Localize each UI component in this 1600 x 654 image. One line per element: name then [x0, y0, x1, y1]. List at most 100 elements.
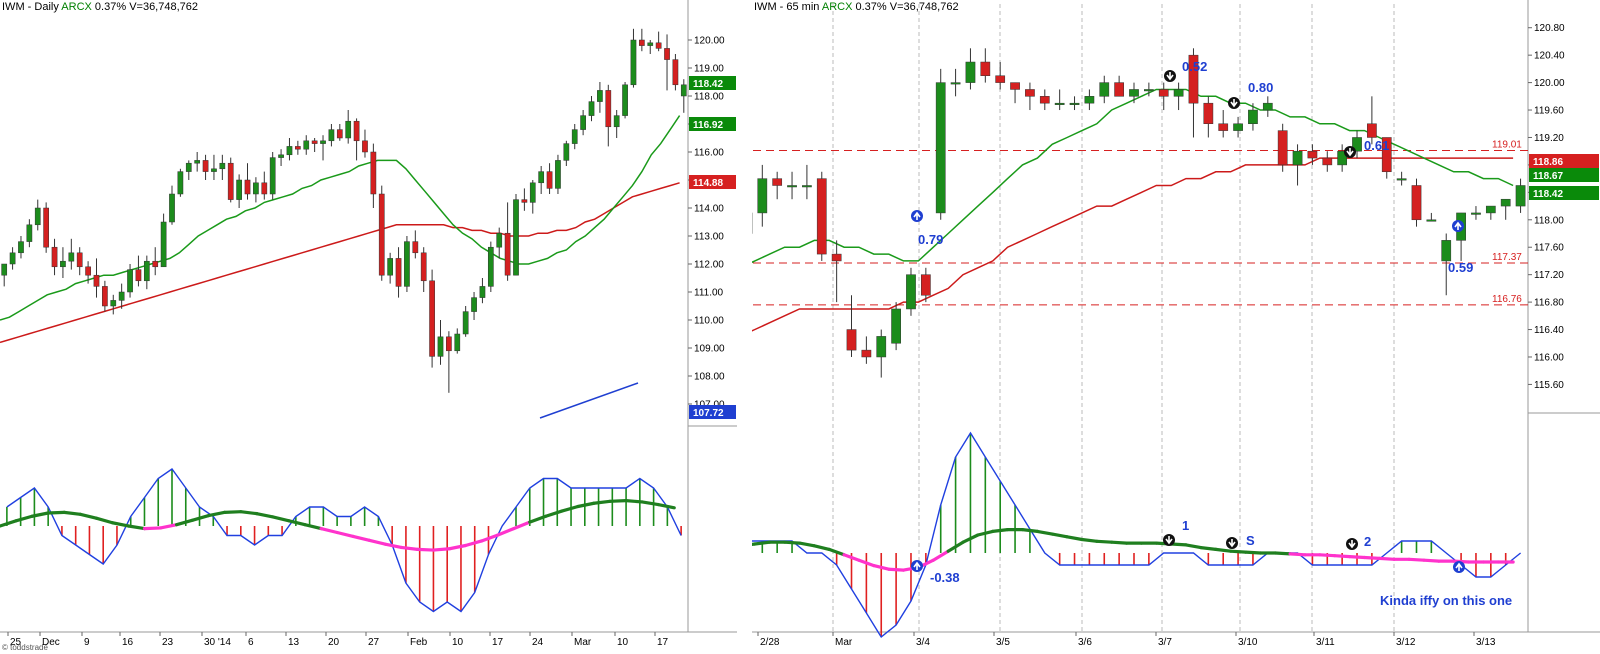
signal-line-segment: [1184, 543, 1203, 550]
level-label: 116.76: [1492, 294, 1522, 305]
timeframe-label: Daily: [34, 1, 59, 13]
signal-line-segment: [239, 510, 259, 516]
price-badge-label: 107.72: [693, 408, 724, 419]
annotation-0-80: 0.80: [1248, 80, 1273, 95]
candle-body: [404, 241, 410, 287]
signal-line-segment: [174, 518, 195, 527]
candle-body: [1233, 123, 1243, 131]
level-label: 119.01: [1492, 140, 1522, 151]
candle-body: [630, 39, 637, 86]
candle-body: [479, 286, 486, 298]
candle-body: [1337, 150, 1348, 166]
signal-line-segment: [544, 509, 564, 518]
candle-body: [194, 160, 201, 164]
candle-body: [345, 120, 352, 139]
signal-line-segment: [431, 547, 452, 552]
intraday-chart-svg: 120.80120.40120.00119.60119.20118.80118.…: [752, 0, 1600, 648]
candle-body: [269, 157, 276, 195]
date-tick-label: 17: [657, 637, 669, 648]
price-tick-label: 108.00: [694, 372, 725, 383]
signal-line-segment: [0, 519, 18, 528]
annotation-neg-0-38: -0.38: [930, 570, 960, 585]
signal-line-segment: [496, 526, 516, 537]
signal-line-segment: [207, 510, 227, 518]
date-tick-label: 20: [328, 637, 340, 648]
buy-arrow-icon: [1452, 220, 1464, 232]
candle-body: [1396, 178, 1407, 181]
candle-body: [496, 232, 503, 248]
price-tick-label: 119.20: [1534, 133, 1564, 144]
signal-line-segment: [142, 526, 163, 531]
candle-body: [920, 274, 931, 296]
signal-line-segment: [1243, 550, 1262, 555]
price-badge-label: 114.88: [693, 178, 723, 189]
candle-body: [1188, 54, 1199, 104]
candle-body: [261, 182, 268, 195]
date-tick-label: 24: [532, 637, 544, 648]
candle-body: [504, 232, 511, 276]
price-tick-label: 120.00: [1534, 78, 1565, 89]
date-tick-label: 3/13: [1476, 637, 1496, 648]
date-tick-label: 3/7: [1158, 637, 1172, 648]
candle-body: [891, 308, 901, 344]
signal-line-segment: [512, 520, 532, 531]
candle-body: [127, 269, 133, 293]
price-badge-label: 118.67: [1533, 171, 1563, 182]
date-tick-label: 25: [10, 637, 22, 648]
annotation-0-52: 0.52: [1182, 59, 1207, 74]
signal-line-segment: [592, 499, 612, 505]
signal-line-segment: [463, 539, 484, 548]
date-tick-label: 10: [452, 637, 464, 648]
signal-line-segment: [827, 547, 846, 557]
signal-line-segment: [78, 512, 98, 520]
candle-body: [1292, 150, 1303, 166]
signal-line-segment: [351, 534, 371, 542]
candle-body: [639, 39, 645, 46]
candle-body: [177, 171, 184, 195]
price-tick-label: 111.00: [694, 288, 724, 299]
signal-line-segment: [961, 533, 980, 544]
candle-body: [51, 246, 58, 268]
price-tick-label: 120.00: [694, 36, 725, 47]
trend-line-blue: [539, 382, 639, 419]
price-badge-label: 118.42: [1533, 189, 1563, 200]
candle-body: [538, 171, 545, 184]
intraday-chart-panel: 120.80120.40120.00119.60119.20118.80118.…: [752, 0, 1600, 654]
candle-body: [1262, 102, 1273, 111]
signal-line-segment: [931, 549, 950, 562]
candle-body: [160, 221, 167, 268]
date-tick-label: 2/28: [760, 637, 780, 648]
candle-body: [169, 193, 175, 223]
price-tick-label: 118.00: [1534, 215, 1564, 226]
exchange-label: ARCX: [61, 1, 92, 13]
moving-average-red: [752, 157, 1514, 332]
price-badge: [689, 76, 736, 90]
buy-arrow-icon: [911, 210, 923, 222]
price-tick-label: 119.00: [694, 64, 724, 75]
candle-body: [555, 160, 561, 189]
signal-line-segment: [62, 510, 82, 516]
candle-body: [454, 333, 461, 352]
candle-body: [362, 140, 368, 153]
signal-line-segment: [624, 499, 644, 504]
candle-body: [286, 146, 293, 156]
annotation-S: S: [1246, 533, 1255, 548]
date-tick-label: 13: [288, 637, 300, 648]
timeframe-label: 65 min: [786, 1, 820, 13]
exchange-label: ARCX: [821, 1, 853, 13]
candle-body: [1471, 212, 1481, 215]
date-tick-label: 3/12: [1396, 637, 1416, 648]
candle-body: [1441, 240, 1452, 262]
date-tick-label: 23: [162, 637, 174, 648]
candle-body: [429, 280, 435, 357]
candle-body: [378, 193, 385, 276]
candle-body: [861, 349, 872, 358]
candle-body: [1411, 185, 1422, 221]
candle-body: [664, 48, 670, 60]
annotation-0-59: 0.59: [1448, 260, 1473, 275]
candle-body: [1114, 82, 1124, 97]
price-badge: [1529, 154, 1599, 168]
candle-body: [244, 179, 251, 195]
candle-body: [647, 42, 654, 46]
candle-body: [995, 75, 1006, 83]
